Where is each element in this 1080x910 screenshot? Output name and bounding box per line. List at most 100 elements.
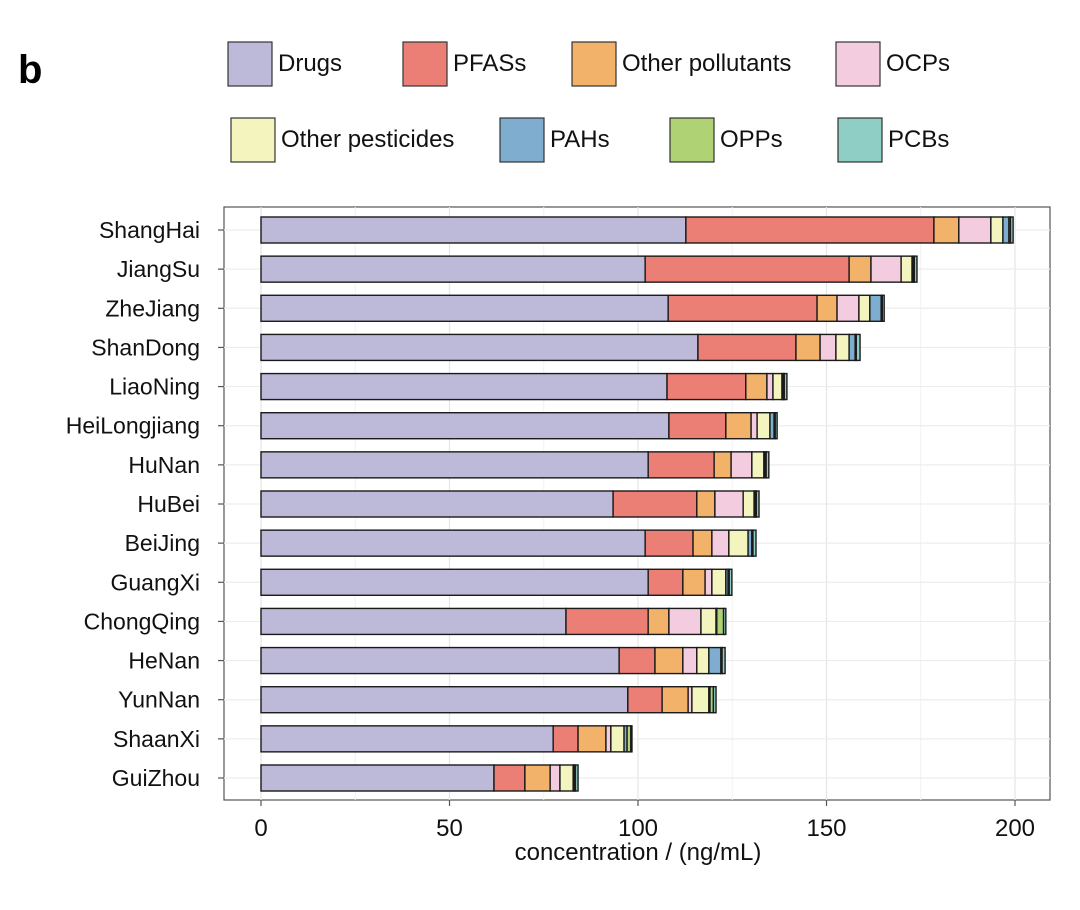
bar-segment-other-pollutants bbox=[647, 607, 670, 636]
bar-segment-pcbs bbox=[752, 529, 757, 557]
legend-item-pfass: PFASs bbox=[402, 41, 526, 87]
bar-segment-drugs bbox=[260, 607, 567, 636]
legend-swatch bbox=[230, 117, 276, 163]
bar-zhejiang bbox=[260, 294, 885, 322]
y-tick-label: ZheJiang bbox=[105, 295, 200, 321]
bar-segment-pcbs bbox=[755, 490, 760, 518]
bar-yunnan bbox=[260, 686, 717, 714]
bar-segment-pcbs bbox=[721, 646, 726, 675]
bar-segment-pfass bbox=[627, 686, 663, 714]
legend-swatch bbox=[571, 41, 617, 87]
legend-label: Drugs bbox=[278, 50, 342, 77]
legend-swatch bbox=[227, 41, 273, 87]
y-axis: ShangHai JiangSu ZheJiang ShanDong LiaoNing H… bbox=[66, 217, 224, 791]
bar-segment-drugs bbox=[260, 294, 669, 322]
bar-segment-pcbs bbox=[855, 333, 861, 362]
bar-segment-other-pesticides bbox=[691, 686, 710, 714]
bar-segment-pcbs bbox=[774, 412, 778, 440]
bar-segment-other-pesticides bbox=[610, 725, 625, 753]
bar-segment-pfass bbox=[644, 529, 694, 557]
bar-segment-other-pollutants bbox=[524, 764, 551, 792]
x-tick-label: 0 bbox=[254, 815, 267, 842]
bar-segment-ocps bbox=[714, 490, 744, 518]
legend-swatch bbox=[669, 117, 715, 163]
x-tick-label: 150 bbox=[806, 815, 846, 842]
legend-label: OPPs bbox=[720, 126, 783, 153]
bar-hunan bbox=[260, 451, 770, 479]
bar-segment-pcbs bbox=[712, 686, 717, 714]
bar-jiangsu bbox=[260, 255, 918, 283]
bar-segment-other-pesticides bbox=[559, 764, 574, 792]
bar-segment-pfass bbox=[647, 568, 684, 596]
bar-segment-other-pesticides bbox=[835, 333, 850, 362]
bar-segment-other-pesticides bbox=[700, 607, 717, 636]
x-tick-label: 200 bbox=[995, 815, 1035, 842]
bar-segment-other-pollutants bbox=[682, 568, 706, 596]
y-tick-label: ChongQing bbox=[84, 608, 200, 634]
bar-segment-pfass bbox=[552, 725, 579, 753]
legend-item-opps: OPPs bbox=[669, 117, 783, 163]
legend-item-other-pesticides: Other pesticides bbox=[230, 117, 454, 163]
bar-segment-drugs bbox=[260, 529, 646, 557]
bar-segment-pfass bbox=[647, 451, 715, 479]
bar-segment-pfass bbox=[644, 255, 850, 283]
bar-segment-other-pollutants bbox=[577, 725, 607, 753]
bar-shanghai bbox=[260, 216, 1014, 244]
bar-segment-pcbs bbox=[783, 372, 788, 401]
bar-segment-ocps bbox=[668, 607, 702, 636]
x-tick-label: 100 bbox=[618, 815, 658, 842]
legend-item-drugs: Drugs bbox=[227, 41, 342, 87]
bar-segment-other-pesticides bbox=[711, 568, 727, 596]
bars bbox=[260, 216, 1014, 792]
bar-segment-drugs bbox=[260, 216, 687, 244]
bar-hubei bbox=[260, 490, 760, 518]
bar-chongqing bbox=[260, 607, 727, 636]
bar-segment-pcbs bbox=[765, 451, 770, 479]
bar-segment-pfass bbox=[612, 490, 698, 518]
bar-segment-drugs bbox=[260, 255, 646, 283]
bar-segment-pfass bbox=[667, 294, 818, 322]
bar-segment-pfass bbox=[493, 764, 526, 792]
bar-segment-ocps bbox=[819, 333, 837, 362]
legend-label: OCPs bbox=[886, 50, 950, 77]
legend-item-pahs: PAHs bbox=[499, 117, 610, 163]
bar-beijing bbox=[260, 529, 757, 557]
legend-label: Other pollutants bbox=[622, 50, 791, 77]
bar-segment-drugs bbox=[260, 764, 495, 792]
bar-segment-other-pollutants bbox=[745, 372, 768, 401]
bar-segment-drugs bbox=[260, 646, 620, 675]
bar-segment-other-pollutants bbox=[661, 686, 689, 714]
y-tick-label: HeNan bbox=[128, 648, 200, 674]
bar-segment-pcbs bbox=[728, 568, 733, 596]
legend-swatch bbox=[835, 41, 881, 87]
y-tick-label: ShangHai bbox=[99, 217, 200, 243]
legend-label: PFASs bbox=[453, 50, 526, 77]
bar-segment-pfass bbox=[666, 372, 747, 401]
bar-segment-pfass bbox=[685, 216, 935, 244]
bar-segment-other-pesticides bbox=[900, 255, 913, 283]
bar-segment-other-pesticides bbox=[696, 646, 710, 675]
bar-shandong bbox=[260, 333, 861, 362]
bar-segment-other-pollutants bbox=[933, 216, 960, 244]
bar-segment-pcbs bbox=[1009, 216, 1014, 244]
bar-segment-pcbs bbox=[722, 607, 727, 636]
bar-segment-drugs bbox=[260, 490, 614, 518]
x-tick-label: 50 bbox=[436, 815, 463, 842]
bar-segment-drugs bbox=[260, 372, 668, 401]
bar-shaanxi bbox=[260, 725, 633, 753]
bar-segment-pahs bbox=[1002, 216, 1010, 244]
legend-item-other-pollutants: Other pollutants bbox=[571, 41, 791, 87]
bar-segment-opps bbox=[716, 607, 725, 636]
bar-segment-drugs bbox=[260, 412, 670, 440]
bar-guizhou bbox=[260, 764, 579, 792]
bar-segment-ocps bbox=[549, 764, 561, 792]
bar-segment-other-pesticides bbox=[756, 412, 771, 440]
legend-label: PCBs bbox=[888, 126, 949, 153]
legend-label: PAHs bbox=[550, 126, 610, 153]
x-axis: 0 50 100 150 200 bbox=[254, 800, 1035, 842]
bar-segment-ocps bbox=[836, 294, 860, 322]
y-tick-label: ShaanXi bbox=[113, 726, 200, 752]
bar-segment-pcbs bbox=[630, 725, 633, 753]
y-tick-label: GuiZhou bbox=[112, 765, 200, 791]
